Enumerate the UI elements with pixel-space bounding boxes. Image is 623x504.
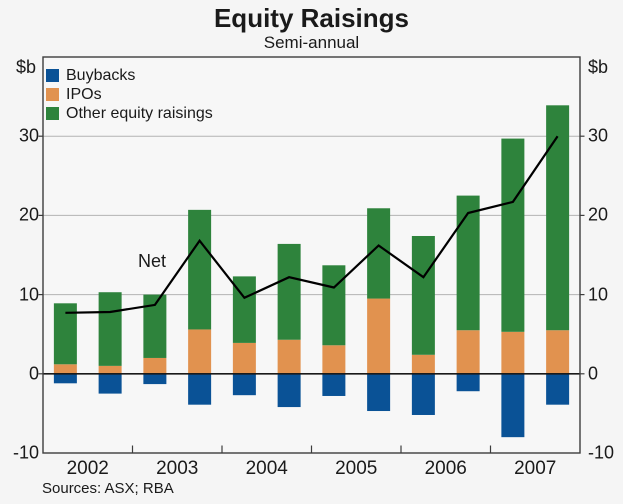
bar-ipos-2007-H1 <box>501 331 525 374</box>
y-axis-label-right--10: -10 <box>588 442 615 463</box>
x-axis-label-2005: 2005 <box>335 458 378 479</box>
plot-area <box>43 57 580 453</box>
bar-other-equity-raisings-2004-H2 <box>277 243 301 340</box>
legend-item-ipos: IPOs <box>46 85 213 104</box>
bar-other-equity-raisings-2007-H1 <box>501 138 525 332</box>
x-axis-label-2004: 2004 <box>245 458 288 479</box>
y-axis-label-right-30: 30 <box>588 125 609 146</box>
bar-buybacks-2002-H2 <box>98 373 122 394</box>
x-axis-label-2003: 2003 <box>156 458 199 479</box>
legend-label-other-equity-raisings: Other equity raisings <box>66 105 213 122</box>
bar-other-equity-raisings-2002-H1 <box>53 303 77 365</box>
bar-ipos-2002-H2 <box>98 365 122 374</box>
bar-ipos-2004-H2 <box>277 339 301 374</box>
y-axis-unit-left: $b <box>15 57 36 77</box>
net-line <box>65 135 559 314</box>
bar-buybacks-2006-H2 <box>456 373 480 392</box>
bar-ipos-2003-H1 <box>143 357 167 374</box>
y-axis-label-right-20: 20 <box>588 205 609 226</box>
bar-other-equity-raisings-2003-H1 <box>143 294 167 358</box>
bar-buybacks-2004-H1 <box>232 373 256 396</box>
bar-other-equity-raisings-2003-H2 <box>188 209 212 330</box>
bar-ipos-2002-H1 <box>53 364 77 374</box>
bar-ipos-2007-H2 <box>546 330 570 374</box>
y-axis-label-left-30: 30 <box>18 125 39 146</box>
chart-subtitle: Semi-annual <box>263 33 360 52</box>
bar-ipos-2005-H2 <box>367 298 391 374</box>
legend-item-buybacks: Buybacks <box>46 66 213 85</box>
bar-ipos-2003-H2 <box>188 329 212 374</box>
legend-item-other-equity-raisings: Other equity raisings <box>46 104 213 123</box>
bar-other-equity-raisings-2005-H1 <box>322 265 346 346</box>
y-axis-label-right-0: 0 <box>588 363 599 384</box>
bar-buybacks-2004-H2 <box>277 373 301 408</box>
bar-buybacks-2005-H1 <box>322 373 346 396</box>
bar-buybacks-2003-H2 <box>188 373 212 405</box>
x-axis-label-2006: 2006 <box>424 458 467 479</box>
y-axis-label-left--10: -10 <box>12 442 39 463</box>
x-axis-label-2002: 2002 <box>66 458 109 479</box>
bar-other-equity-raisings-2006-H2 <box>456 195 480 331</box>
y-axis-unit-right: $b <box>588 57 609 77</box>
y-axis-label-left-20: 20 <box>18 205 39 226</box>
y-axis-label-right-10: 10 <box>588 284 609 305</box>
bar-other-equity-raisings-2007-H2 <box>546 105 570 331</box>
x-axis-label-2007: 2007 <box>514 458 557 479</box>
legend-swatch-buybacks <box>46 69 59 82</box>
bar-other-equity-raisings-2006-H1 <box>411 235 435 355</box>
legend: Buybacks IPOs Other equity raisings <box>46 66 213 123</box>
legend-swatch-other-equity-raisings <box>46 107 59 120</box>
chart-title: Equity Raisings <box>213 3 410 33</box>
sources-note: Sources: ASX; RBA <box>42 480 174 497</box>
bar-ipos-2006-H2 <box>456 330 480 374</box>
y-axis-label-left-10: 10 <box>18 284 39 305</box>
y-axis-label-left-0: 0 <box>28 363 39 384</box>
legend-label-ipos: IPOs <box>66 86 102 103</box>
bar-other-equity-raisings-2004-H1 <box>232 276 256 343</box>
bar-buybacks-2007-H2 <box>546 373 570 405</box>
legend-swatch-ipos <box>46 88 59 101</box>
bar-buybacks-2006-H1 <box>411 373 435 415</box>
legend-label-buybacks: Buybacks <box>66 67 136 84</box>
net-line-label: Net <box>138 251 167 271</box>
bar-ipos-2005-H1 <box>322 345 346 374</box>
bar-other-equity-raisings-2005-H2 <box>367 208 391 299</box>
bar-ipos-2006-H1 <box>411 354 435 374</box>
bar-other-equity-raisings-2002-H2 <box>98 292 122 366</box>
bar-buybacks-2002-H1 <box>53 373 77 384</box>
bar-ipos-2004-H1 <box>232 342 256 374</box>
plot-frame <box>42 56 581 454</box>
bar-buybacks-2007-H1 <box>501 373 525 438</box>
bar-buybacks-2005-H2 <box>367 373 391 412</box>
bar-buybacks-2003-H1 <box>143 373 167 385</box>
